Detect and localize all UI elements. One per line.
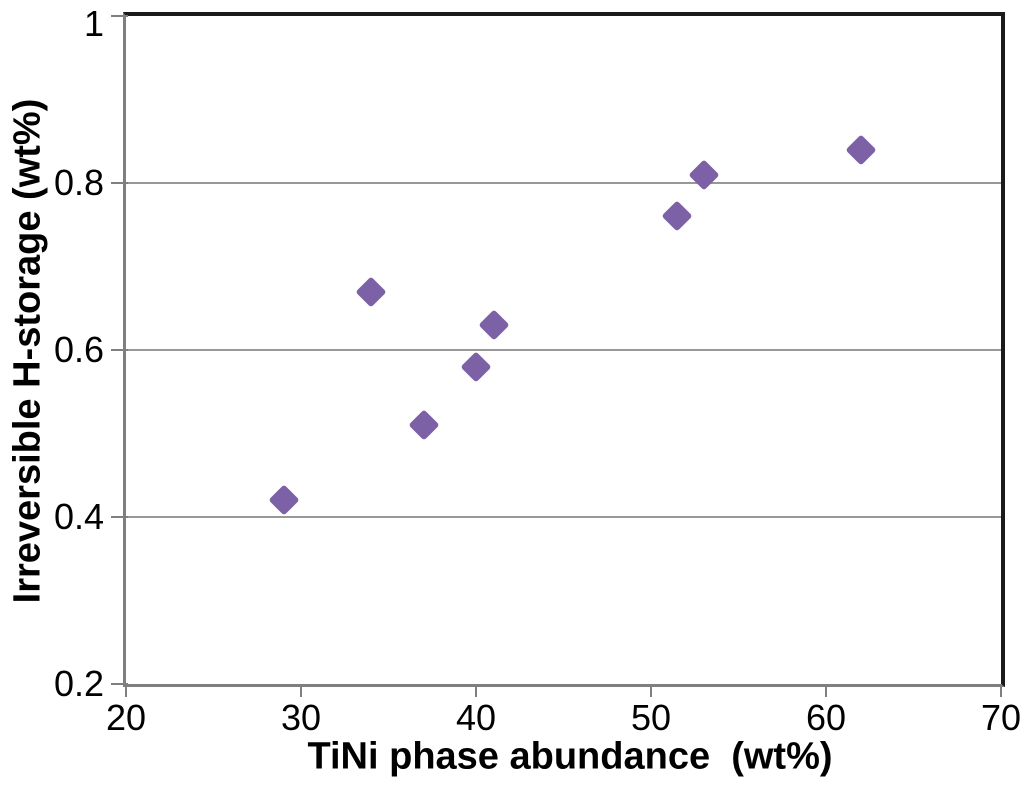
- y-tick-label: 0.8: [53, 162, 104, 204]
- x-tick-label: 70: [980, 697, 1022, 738]
- x-tick-mark: [475, 684, 477, 697]
- x-tick-label: 60: [805, 697, 847, 738]
- x-tick-mark: [300, 684, 302, 697]
- x-axis-title: TiNi phase abundance (wt%): [307, 735, 833, 778]
- y-tick-mark: [111, 182, 128, 184]
- x-tick-label: 40: [455, 697, 497, 738]
- x-tick-label: 30: [280, 697, 322, 738]
- y-tick-mark: [111, 683, 128, 685]
- x-tick-mark: [825, 684, 827, 697]
- y-tick-mark: [111, 516, 128, 518]
- y-gridline: [126, 182, 1001, 184]
- y-tick-label: 1: [83, 3, 104, 45]
- x-tick-mark: [125, 684, 127, 697]
- y-tick-label: 0.4: [53, 496, 104, 538]
- y-tick-mark: [111, 15, 128, 17]
- x-tick-mark: [1000, 684, 1002, 697]
- y-gridline: [126, 349, 1001, 351]
- y-gridline: [126, 516, 1001, 518]
- x-tick-label: 20: [105, 697, 147, 738]
- y-tick-label: 0.2: [53, 663, 104, 705]
- x-tick-mark: [650, 684, 652, 697]
- y-tick-label: 0.6: [53, 329, 104, 371]
- x-tick-label: 50: [630, 697, 672, 738]
- y-tick-mark: [111, 349, 128, 351]
